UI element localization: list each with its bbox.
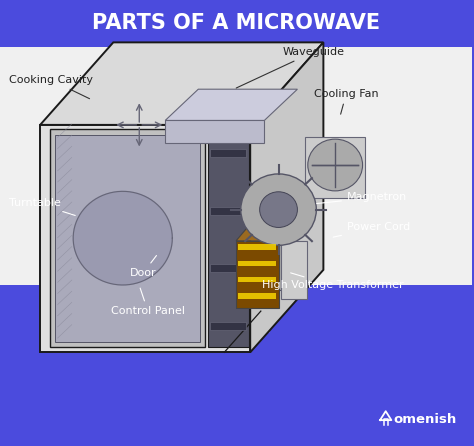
Polygon shape	[40, 125, 250, 352]
Bar	[238, 244, 276, 250]
Bar	[210, 149, 246, 157]
Bar	[238, 261, 276, 266]
Bar	[305, 137, 365, 198]
Text: Cooling Fan: Cooling Fan	[314, 89, 379, 114]
Circle shape	[308, 139, 363, 191]
Circle shape	[260, 192, 297, 227]
Text: Door: Door	[130, 256, 156, 278]
Text: PARTS OF A MICROWAVE: PARTS OF A MICROWAVE	[92, 13, 380, 33]
Bar	[0, 47, 472, 285]
Bar	[261, 245, 296, 290]
Text: Control Panel: Control Panel	[111, 288, 185, 316]
Bar	[210, 322, 246, 330]
Text: Power Cord: Power Cord	[333, 223, 410, 237]
Polygon shape	[281, 241, 307, 299]
Bar	[238, 277, 276, 282]
Polygon shape	[236, 219, 297, 241]
Text: Cooking Cavity: Cooking Cavity	[9, 75, 93, 99]
Text: Waveguide: Waveguide	[236, 47, 344, 88]
Polygon shape	[208, 129, 249, 347]
Polygon shape	[55, 135, 200, 342]
Polygon shape	[236, 241, 279, 308]
Bar	[238, 293, 276, 299]
Bar	[210, 206, 246, 215]
Polygon shape	[165, 89, 297, 120]
Text: High Voltage Transformer: High Voltage Transformer	[262, 273, 404, 290]
Polygon shape	[250, 42, 323, 352]
Polygon shape	[73, 191, 173, 285]
Text: Turntable: Turntable	[9, 198, 75, 215]
Bar	[0, 0, 472, 47]
Polygon shape	[165, 120, 264, 143]
Polygon shape	[50, 129, 205, 347]
Polygon shape	[62, 104, 268, 332]
Text: Magnetron: Magnetron	[317, 192, 407, 203]
Bar	[210, 264, 246, 273]
Circle shape	[241, 174, 316, 245]
Polygon shape	[40, 42, 323, 125]
Bar	[0, 0, 472, 125]
Text: omenish: omenish	[393, 413, 456, 426]
